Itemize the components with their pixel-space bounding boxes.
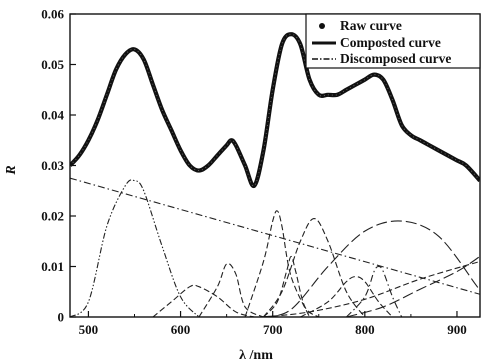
legend-label-discomposed: Discomposed curve <box>340 51 451 66</box>
x-axis-ticks: 500 600 700 800 900 <box>79 311 467 337</box>
y-tick-label: 0.04 <box>41 108 64 123</box>
discomposed-component-2 <box>70 179 200 317</box>
discomposed-component-7 <box>263 217 366 317</box>
x-tick-label: 800 <box>355 322 375 337</box>
chart-series-group <box>70 32 480 317</box>
y-tick-label: 0.06 <box>41 7 64 22</box>
y-axis-ticks: 0 0.01 0.02 0.03 0.04 0.05 0.06 <box>41 7 76 325</box>
discomposed-component-8 <box>300 276 393 317</box>
discomposed-component-9 <box>345 265 403 317</box>
y-tick-label: 0.03 <box>41 158 64 173</box>
discomposed-component-12 <box>263 260 480 317</box>
discomposed-component-11 <box>346 255 480 317</box>
x-tick-label: 600 <box>171 322 191 337</box>
x-tick-label: 900 <box>447 322 467 337</box>
discomposed-component-5 <box>244 210 311 317</box>
legend-label-raw: Raw curve <box>340 18 402 33</box>
discomposed-component-1 <box>70 177 480 295</box>
y-tick-label: 0.05 <box>41 57 64 72</box>
x-tick-label: 500 <box>79 322 99 337</box>
x-axis-title: λ /nm <box>239 348 273 363</box>
y-tick-label: 0 <box>58 310 65 325</box>
composted-curve-line <box>70 32 480 188</box>
discomposed-component-10 <box>263 220 480 317</box>
legend-label-composted: Composted curve <box>340 35 441 50</box>
chart-legend: Raw curve Composted curve Discomposed cu… <box>305 13 481 69</box>
discomposed-component-6 <box>263 255 320 317</box>
legend-raw-marker <box>319 23 325 29</box>
y-tick-label: 0.02 <box>41 209 64 224</box>
x-tick-label: 700 <box>263 322 283 337</box>
discomposed-component-4 <box>198 262 264 317</box>
y-axis-title: R <box>4 165 19 175</box>
y-tick-label: 0.01 <box>41 259 64 274</box>
discomposed-component-3 <box>152 284 255 317</box>
